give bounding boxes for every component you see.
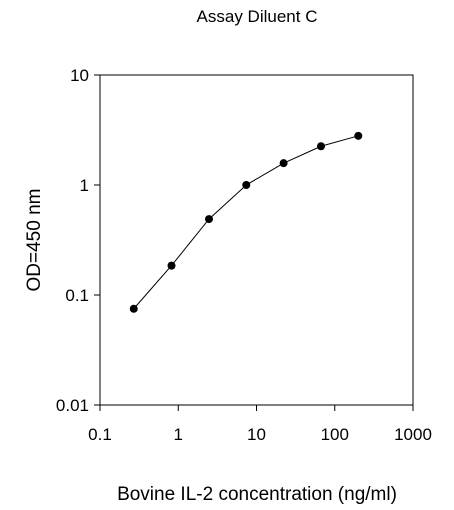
data-point <box>129 304 138 313</box>
y-tick-label: 0.01 <box>56 396 89 415</box>
x-axis-title: Bovine IL-2 concentration (ng/ml) <box>117 484 397 505</box>
x-tick-label: 0.1 <box>88 425 112 444</box>
y-tick-label: 10 <box>70 66 89 85</box>
y-axis-title: OD=450 nm <box>24 189 45 292</box>
x-axis: 0.1 1 10 100 1000 <box>88 405 432 444</box>
data-point <box>316 142 325 151</box>
y-axis: 0.01 0.1 1 10 <box>56 66 100 415</box>
data-point <box>167 261 176 270</box>
y-tick-label: 0.1 <box>65 286 89 305</box>
x-tick-label: 10 <box>247 425 266 444</box>
x-tick-label: 1000 <box>394 425 432 444</box>
y-tick-label: 1 <box>80 176 89 195</box>
series-line <box>133 135 359 310</box>
data-point <box>279 159 288 168</box>
series-layer <box>129 131 363 313</box>
data-point <box>354 131 363 140</box>
data-point <box>204 215 213 224</box>
plot-frame <box>99 74 414 406</box>
x-tick-label: 100 <box>321 425 349 444</box>
chart-title: Assay Diluent C <box>197 7 318 26</box>
x-tick-label: 1 <box>174 425 183 444</box>
data-point <box>242 181 251 189</box>
